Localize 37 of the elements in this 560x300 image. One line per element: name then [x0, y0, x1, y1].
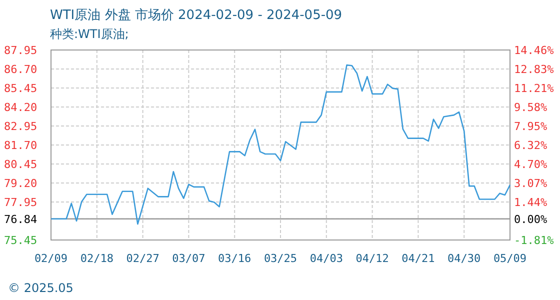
y2-tick-label: 14.46%: [514, 44, 554, 57]
y2-tick-label: 9.58%: [514, 100, 548, 114]
y-tick-label: 79.20: [4, 177, 38, 190]
text: © 2025.05: [8, 281, 74, 295]
x-tick-label: 04/30: [448, 252, 481, 265]
y2-tick-label: 11.21%: [514, 82, 554, 95]
chart-title: WTI原油 外盘 市场价 2024-02-09 - 2024-05-09: [50, 8, 342, 23]
y2-tick-label: 6.32%: [514, 139, 548, 152]
x-tick-label: 02/18: [80, 252, 114, 265]
y-tick-label: 85.45: [4, 82, 38, 95]
y2-tick-label: 3.07%: [514, 177, 548, 190]
y2-tick-label: -1.81%: [514, 234, 554, 247]
x-tick-label: 04/12: [356, 252, 389, 265]
y-tick-label: 77.95: [4, 196, 38, 209]
y2-tick-label: 0.00%: [514, 212, 548, 226]
x-tick-label: 03/07: [172, 252, 206, 265]
y-tick-label: 84.20: [4, 101, 38, 114]
x-tick-label: 04/21: [402, 252, 435, 265]
x-tick-label: 03/16: [218, 252, 252, 265]
y-tick-label: 80.45: [4, 158, 38, 171]
x-tick-label: 02/27: [126, 252, 160, 265]
y2-tick-label: 1.44%: [514, 196, 548, 210]
chart-subtitle: 种类:WTI原油;: [50, 27, 129, 41]
x-tick-label: 02/09: [34, 252, 68, 265]
y2-tick-label: 7.95%: [514, 120, 548, 134]
y-tick-label: 75.45: [4, 234, 38, 247]
y-tick-label: 87.95: [4, 44, 38, 57]
y-tick-label: 86.70: [4, 63, 38, 76]
y-tick-label: 76.84: [4, 212, 38, 226]
x-tick-label: 05/09: [493, 252, 527, 265]
y2-tick-label: 12.83%: [514, 63, 554, 76]
y-tick-label: 81.70: [4, 139, 38, 152]
y2-tick-label: 4.70%: [514, 158, 548, 171]
x-tick-label: 04/03: [310, 252, 343, 265]
x-tick-label: 03/25: [264, 252, 298, 265]
line-series: [50, 64, 511, 225]
y-tick-label: 82.95: [4, 120, 38, 133]
